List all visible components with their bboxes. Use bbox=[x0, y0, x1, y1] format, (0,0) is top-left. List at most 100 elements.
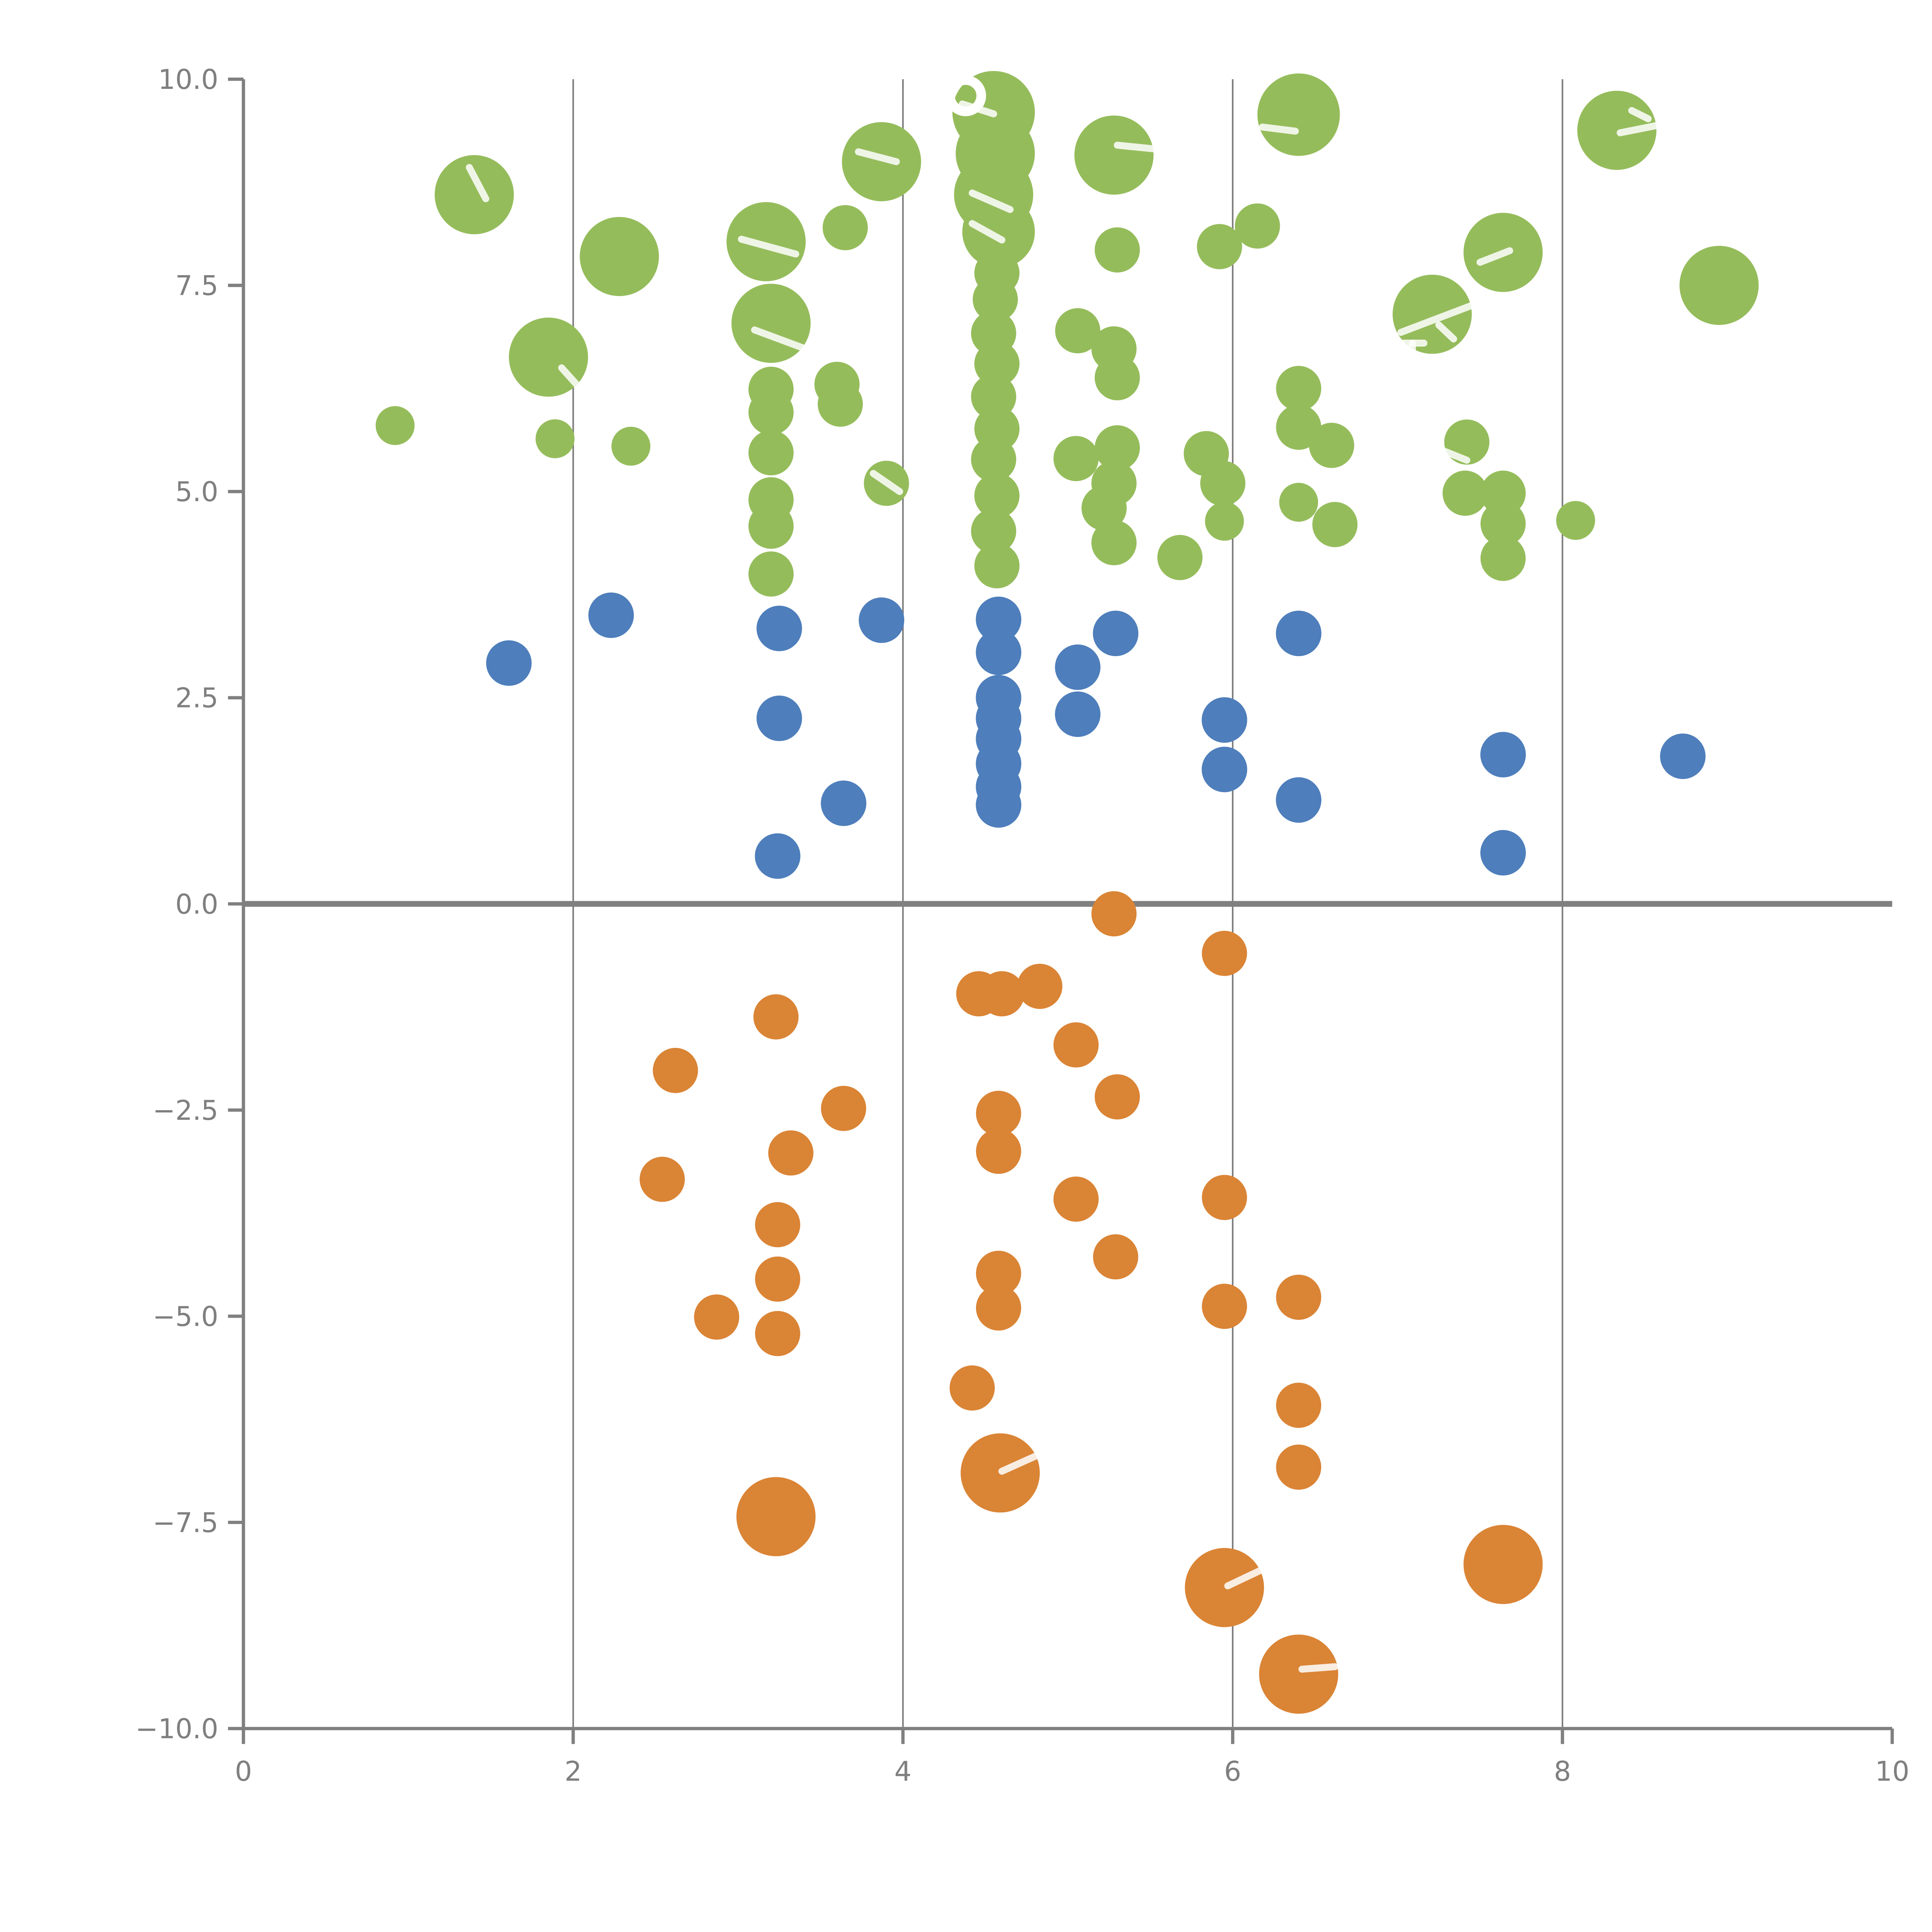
scatter-point-blue bbox=[486, 640, 532, 686]
scatter-point-green bbox=[536, 419, 575, 458]
white-streak-mark bbox=[1397, 300, 1480, 336]
scatter-point-blue bbox=[976, 629, 1022, 675]
x-tick-label: 6 bbox=[1224, 1756, 1242, 1787]
white-streak-mark bbox=[969, 189, 1014, 213]
white-streak-mark bbox=[969, 220, 1005, 244]
scatter-point-green bbox=[1095, 425, 1140, 471]
scatter-point-green bbox=[434, 155, 514, 235]
y-tick-label: −10.0 bbox=[135, 1713, 218, 1745]
scatter-point-orange bbox=[1202, 1175, 1247, 1220]
scatter-point-green bbox=[1679, 246, 1759, 325]
scatter-point-orange bbox=[1017, 964, 1063, 1009]
scatter-point-blue bbox=[976, 782, 1022, 828]
scatter-point-orange bbox=[1053, 1022, 1099, 1068]
scatter-point-green bbox=[1055, 308, 1100, 354]
y-tick-label: 0.0 bbox=[175, 888, 218, 920]
scatter-point-blue bbox=[1201, 747, 1247, 793]
scatter-point-green bbox=[1200, 461, 1246, 506]
white-streak-mark bbox=[998, 1453, 1039, 1475]
scatter-point-green bbox=[1074, 115, 1154, 195]
y-axis: 10.0 7.5 5.0 2.5 0.0 −2.5 −5.0 −7.5 −10.0 bbox=[135, 64, 245, 1745]
scatter-point-green bbox=[748, 389, 794, 435]
scatter-point-orange bbox=[1276, 1383, 1321, 1428]
white-streak-mark bbox=[1224, 1566, 1264, 1590]
scatter-point-green bbox=[974, 341, 1020, 386]
scatter-point-orange bbox=[1259, 1634, 1338, 1714]
scatter-point-blue bbox=[1201, 697, 1247, 743]
scatter-point-orange bbox=[979, 971, 1025, 1017]
scatter-point-blue bbox=[1055, 691, 1100, 737]
scatter-point-green bbox=[973, 277, 1018, 322]
scatter-point-orange bbox=[1185, 1548, 1264, 1627]
scatter-point-green bbox=[748, 551, 794, 597]
series-orange bbox=[639, 891, 1543, 1714]
scatter-point-orange bbox=[755, 1256, 800, 1302]
scatter-point-orange bbox=[1202, 1284, 1247, 1329]
scatter-point-blue bbox=[756, 696, 802, 741]
y-tick-label: −2.5 bbox=[153, 1095, 218, 1126]
white-streak-mark bbox=[1628, 107, 1652, 122]
scatter-point-green bbox=[1095, 355, 1140, 401]
scatter-point-orange bbox=[1093, 1234, 1138, 1280]
scatter-point-green bbox=[580, 217, 659, 296]
y-tick-label: 10.0 bbox=[158, 64, 218, 95]
white-ring-mark bbox=[945, 75, 986, 116]
scatter-point-blue bbox=[1276, 777, 1321, 823]
scatter-point-green bbox=[974, 543, 1020, 588]
scatter-point-green bbox=[1480, 501, 1526, 546]
scatter-point-green bbox=[726, 202, 806, 281]
scatter-point-green bbox=[748, 430, 794, 476]
x-tick-label: 8 bbox=[1554, 1756, 1571, 1787]
scatter-point-green bbox=[1442, 470, 1488, 516]
scatter-point-green bbox=[1279, 483, 1318, 522]
scatter-point-green bbox=[1053, 436, 1099, 481]
white-streak-mark bbox=[1616, 121, 1665, 136]
scatter-point-blue bbox=[1276, 611, 1321, 656]
scatter-point-green bbox=[971, 509, 1016, 554]
scatter-point-blue bbox=[1480, 732, 1526, 777]
y-tick-label: −5.0 bbox=[153, 1301, 218, 1332]
scatter-point-blue bbox=[756, 605, 802, 651]
scatter-point-orange bbox=[821, 1086, 866, 1131]
scatter-point-orange bbox=[1095, 1074, 1140, 1120]
scatter-point-green bbox=[971, 437, 1016, 482]
y-tick-label: 2.5 bbox=[175, 682, 218, 714]
scatter-point-green bbox=[1205, 502, 1244, 541]
y-tick-label: 7.5 bbox=[175, 270, 218, 302]
scatter-point-green bbox=[1309, 423, 1354, 468]
white-streak-mark bbox=[1298, 1663, 1338, 1673]
scatter-point-blue bbox=[976, 597, 1022, 642]
scatter-point-green bbox=[1095, 227, 1140, 273]
white-streak-mark bbox=[751, 326, 816, 355]
scatter-point-green bbox=[1276, 405, 1321, 450]
scatter-point-green bbox=[1157, 535, 1203, 580]
scatter-point-orange bbox=[639, 1156, 685, 1202]
white-streak-mark bbox=[466, 164, 490, 202]
white-streak-mark bbox=[1414, 437, 1471, 464]
x-tick-label: 0 bbox=[235, 1756, 252, 1787]
scatter-point-orange bbox=[976, 1250, 1021, 1296]
scatter-point-orange bbox=[755, 1311, 800, 1356]
white-streak-mark bbox=[1114, 141, 1162, 153]
scatter-point-orange bbox=[653, 1048, 698, 1093]
scatter-point-green bbox=[1276, 366, 1321, 411]
scatter-point-green bbox=[1091, 520, 1137, 565]
x-tick-label: 2 bbox=[565, 1756, 582, 1787]
scatter-point-blue bbox=[755, 833, 801, 879]
scatter-point-orange bbox=[1202, 930, 1247, 976]
scatter-point-green bbox=[731, 284, 811, 363]
scatter-point-blue bbox=[821, 780, 867, 826]
scatter-point-green bbox=[974, 473, 1020, 519]
y-tick-label: −7.5 bbox=[153, 1507, 218, 1539]
scatter-point-blue bbox=[1660, 733, 1706, 779]
x-tick-label: 10 bbox=[1875, 1756, 1909, 1787]
scatter-point-green bbox=[1556, 501, 1595, 540]
x-axis: 0 2 4 6 8 10 bbox=[235, 1727, 1910, 1787]
x-tick-label: 4 bbox=[895, 1756, 912, 1787]
white-streak-mark bbox=[855, 148, 900, 165]
scatter-point-orange bbox=[1463, 1525, 1543, 1604]
scatter-point-orange bbox=[694, 1294, 740, 1340]
scatter-point-green bbox=[1257, 73, 1340, 156]
scatter-point-green bbox=[962, 195, 1035, 268]
